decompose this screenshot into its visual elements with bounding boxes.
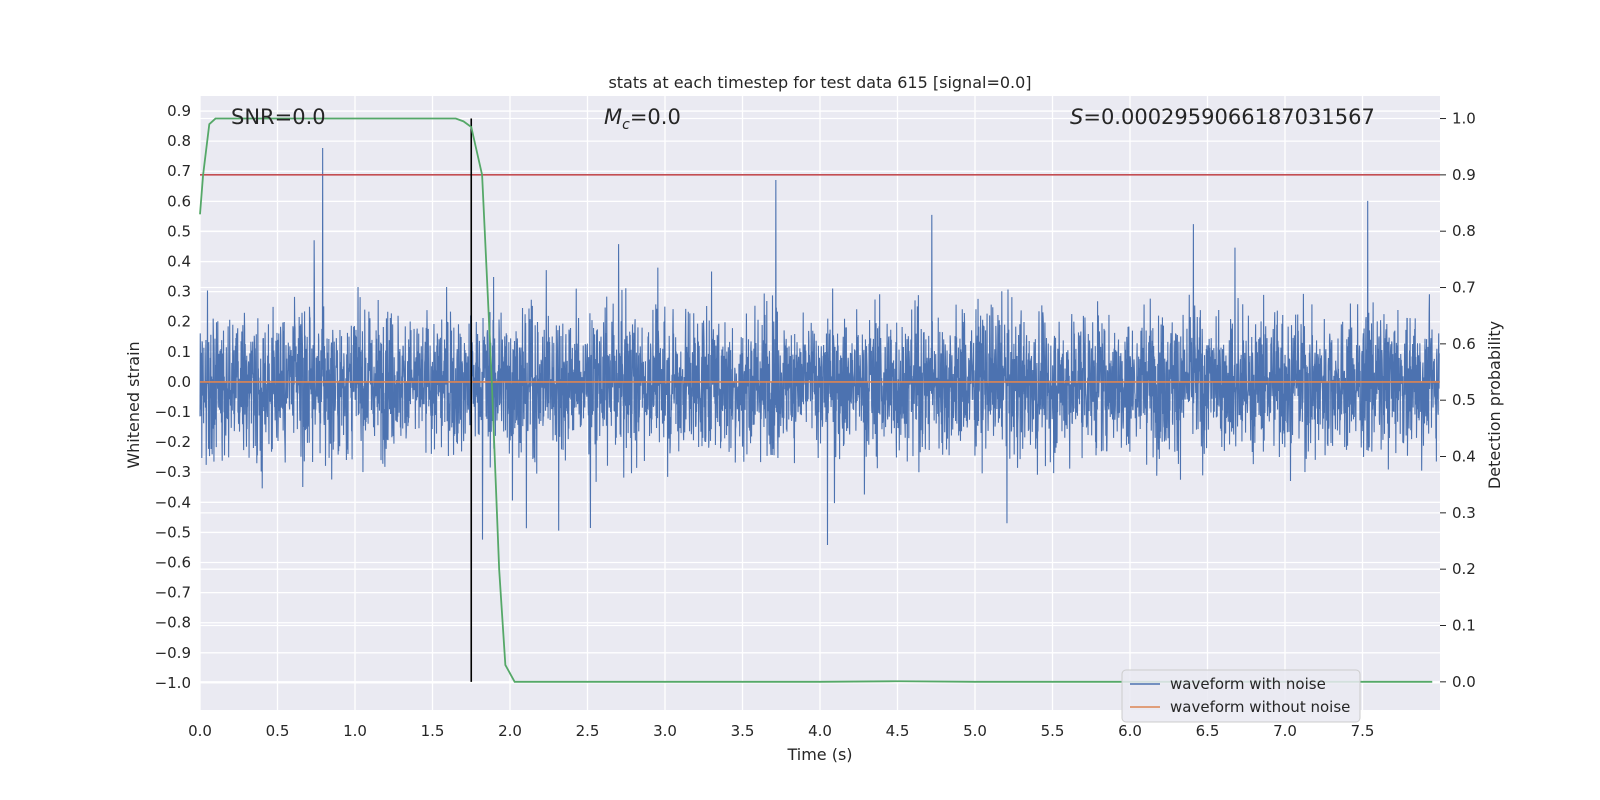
y-tick-label-left: −0.6 [155,554,191,572]
y-tick-label-right: 0.7 [1452,279,1476,297]
y-tick-label-left: −0.9 [155,644,191,662]
y-tick-label-right: 0.6 [1452,335,1476,353]
y-tick-label-left: −0.2 [155,433,191,451]
x-tick-label: 5.0 [963,722,987,740]
y-tick-label-left: 0.5 [167,222,191,240]
chirp-mass-subscript: c [622,117,630,133]
y-tick-label-left: 0.2 [167,313,191,331]
y-tick-label-left: 0.8 [167,132,191,150]
y-axis-left: 0.9 0.8 0.7 0.6 0.5 0.4 0.3 0.2 0.1 0.0 −0.1 −0.2 −0… [155,102,191,692]
legend-label-noise: waveform with noise [1170,675,1326,693]
y-tick-label-left: 0.9 [167,102,191,120]
chart-title: stats at each timestep for test data 615… [608,73,1031,92]
score-symbol: S [1070,105,1083,129]
x-tick-label: 5.5 [1041,722,1065,740]
x-tick-label: 1.5 [421,722,445,740]
y-tick-label-left: −0.1 [155,403,191,421]
y-tick-label-left: −1.0 [155,674,191,692]
x-tick-label: 2.5 [576,722,600,740]
x-tick-label: 3.5 [731,722,755,740]
y-tick-label-left: −0.7 [155,584,191,602]
y-tick-label-right: 0.2 [1452,560,1476,578]
y-tick-label-right: 0.9 [1452,166,1476,184]
x-tick-label: 1.0 [343,722,367,740]
y-tick-label-left: −0.8 [155,614,191,632]
x-tick-label: 4.5 [886,722,910,740]
y-tick-label-left: 0.6 [167,192,191,210]
y-axis-right: 1.0 0.9 0.8 0.7 0.6 0.5 0.4 0.3 0.2 0.1 0.0 [1440,110,1476,691]
y-tick-label-left: 0.4 [167,253,191,271]
legend-label-clean: waveform without noise [1170,698,1350,716]
y-tick-label-right: 0.4 [1452,448,1476,466]
waveform-with-noise-line [199,148,1440,545]
y-tick-label-left: −0.4 [155,493,191,511]
y-tick-label-left: −0.3 [155,463,191,481]
x-tick-label: 4.0 [808,722,832,740]
x-tick-label: 3.0 [653,722,677,740]
score-annotation: S=0.0002959066187031567 [1070,105,1375,129]
x-tick-label: 7.5 [1351,722,1375,740]
y-axis-label-right: Detection probability [1485,321,1504,489]
x-tick-label: 0.0 [188,722,212,740]
score-value: =0.0002959066187031567 [1083,105,1375,129]
y-tick-label-left: 0.3 [167,283,191,301]
y-tick-label-left: 0.1 [167,343,191,361]
chirp-mass-symbol: M [604,105,622,129]
x-tick-label: 2.0 [498,722,522,740]
y-tick-label-right: 0.5 [1452,391,1476,409]
x-tick-label: 0.5 [266,722,290,740]
chirp-mass-annotation: Mc=0.0 [604,105,681,133]
y-axis-label-left: Whitened strain [124,341,143,468]
y-tick-label-right: 0.3 [1452,504,1476,522]
x-axis-label: Time (s) [786,745,852,764]
legend: waveform with noise waveform without noi… [1121,669,1361,723]
snr-annotation: SNR=0.0 [231,105,326,129]
x-tick-label: 7.0 [1273,722,1297,740]
y-tick-label-right: 0.0 [1452,673,1476,691]
y-tick-label-left: −0.5 [155,523,191,541]
y-tick-label-left: 0.7 [167,162,191,180]
y-tick-label-right: 0.1 [1452,617,1476,635]
x-tick-label: 6.5 [1196,722,1220,740]
y-tick-label-right: 1.0 [1452,110,1476,128]
detection-probability-line [199,117,1433,683]
chirp-mass-value: =0.0 [630,105,681,129]
plot-content [199,117,1440,683]
y-tick-label-left: 0.0 [167,373,191,391]
legend-box [1121,669,1361,723]
x-axis: 0.0 0.5 1.0 1.5 2.0 2.5 3.0 3.5 4.0 4.5 5.0 5.5 6.0 6… [188,722,1374,740]
y-tick-label-right: 0.8 [1452,222,1476,240]
x-tick-label: 6.0 [1118,722,1142,740]
